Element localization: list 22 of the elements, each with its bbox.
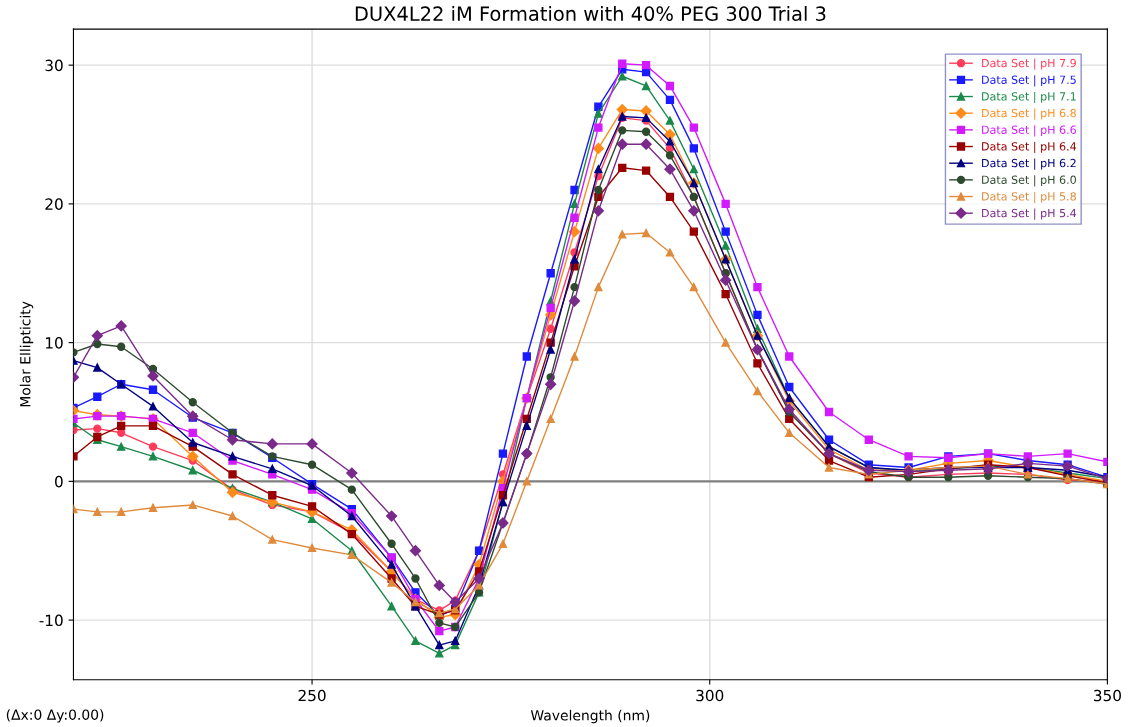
chart-title: DUX4L22 iM Formation with 40% PEG 300 Trial 3 (355, 5, 826, 22)
y-axis-title: Molar Ellipticity (19, 301, 34, 407)
legend-label: Data Set | pH 6.2 (982, 158, 1076, 170)
y-tick-label: 10 (45, 337, 63, 349)
x-tick-label: 300 (696, 689, 724, 702)
y-tick-label: 20 (45, 198, 63, 210)
legend-label: Data Set | pH 6.6 (982, 125, 1077, 137)
legend-label: Data Set | pH 6.0 (982, 175, 1076, 187)
x-axis-title: Wavelength (nm) (530, 709, 650, 724)
y-tick-label: 0 (55, 475, 63, 488)
legend-label: Data Set | pH 5.4 (982, 208, 1077, 220)
x-tick-label: 250 (298, 689, 326, 702)
y-tick-label: -10 (39, 614, 63, 627)
legend-label: Data Set | pH 6.8 (982, 108, 1076, 120)
y-tick-label: 30 (45, 59, 63, 72)
legend-label: Data Set | pH 7.9 (982, 58, 1076, 70)
x-tick-label: 350 (1093, 689, 1121, 702)
legend-label: Data Set | pH 7.5 (982, 75, 1076, 87)
legend-label: Data Set | pH 6.4 (982, 141, 1077, 154)
legend-label: Data Set | pH 5.8 (982, 191, 1076, 204)
text: (Δx:0 Δy:0.00) (6, 709, 104, 723)
legend-label: Data Set | pH 7.1 (982, 91, 1076, 104)
